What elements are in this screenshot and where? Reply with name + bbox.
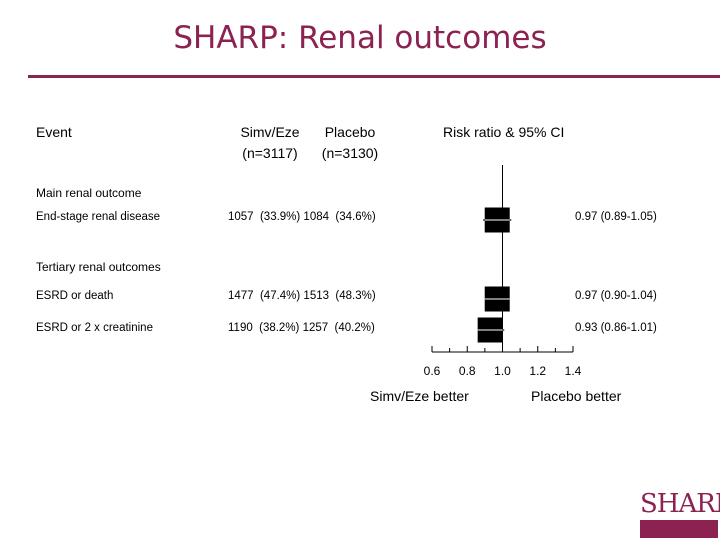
x-tick-label-2: 1.0 bbox=[494, 364, 511, 378]
x-tick-label-4: 1.4 bbox=[565, 364, 582, 378]
x-tick-label-1: 0.8 bbox=[459, 364, 476, 378]
row-label-1: ESRD or death bbox=[36, 290, 114, 302]
row-counts-0: 1057 (33.9%) 1084 (34.6%) bbox=[228, 211, 376, 223]
header-placebo-line2: (n=3130) bbox=[321, 145, 379, 161]
x-tick-label-3: 1.2 bbox=[529, 364, 546, 378]
row-counts-1: 1477 (47.4%) 1513 (48.3%) bbox=[228, 290, 376, 302]
header-placebo: Placebo (n=3130) bbox=[305, 122, 395, 164]
row-ci-0: 0.97 (0.89-1.05) bbox=[575, 211, 657, 223]
page-title: SHARP: Renal outcomes bbox=[173, 20, 547, 56]
header-placebo-line1: Placebo bbox=[324, 124, 376, 140]
favor-right-label: Placebo better bbox=[531, 388, 622, 404]
row-ci-2: 0.93 (0.86-1.01) bbox=[575, 322, 657, 334]
favor-left-label: Simv/Eze better bbox=[370, 388, 469, 404]
logo-wordmark: SHARP bbox=[640, 489, 720, 519]
logo-band bbox=[640, 520, 718, 538]
header-simv: Simv/Eze (n=3117) bbox=[225, 122, 315, 164]
header-simv-line1: Simv/Eze bbox=[240, 124, 300, 140]
title-rule bbox=[28, 75, 720, 78]
section-main: Main renal outcome bbox=[36, 186, 142, 200]
row-counts-2: 1190 (38.2%) 1257 (40.2%) bbox=[228, 322, 375, 334]
row-label-0: End-stage renal disease bbox=[36, 211, 161, 223]
header-event: Event bbox=[36, 124, 72, 140]
header-risk-ratio: Risk ratio & 95% CI bbox=[443, 124, 565, 140]
row-ci-1: 0.97 (0.90-1.04) bbox=[575, 290, 657, 302]
row-label-2: ESRD or 2 x creatinine bbox=[36, 322, 153, 334]
header-simv-line2: (n=3117) bbox=[242, 145, 298, 161]
x-tick-label-0: 0.6 bbox=[424, 364, 441, 378]
sharp-logo: SHARP bbox=[640, 489, 720, 538]
section-tertiary: Tertiary renal outcomes bbox=[36, 260, 161, 274]
